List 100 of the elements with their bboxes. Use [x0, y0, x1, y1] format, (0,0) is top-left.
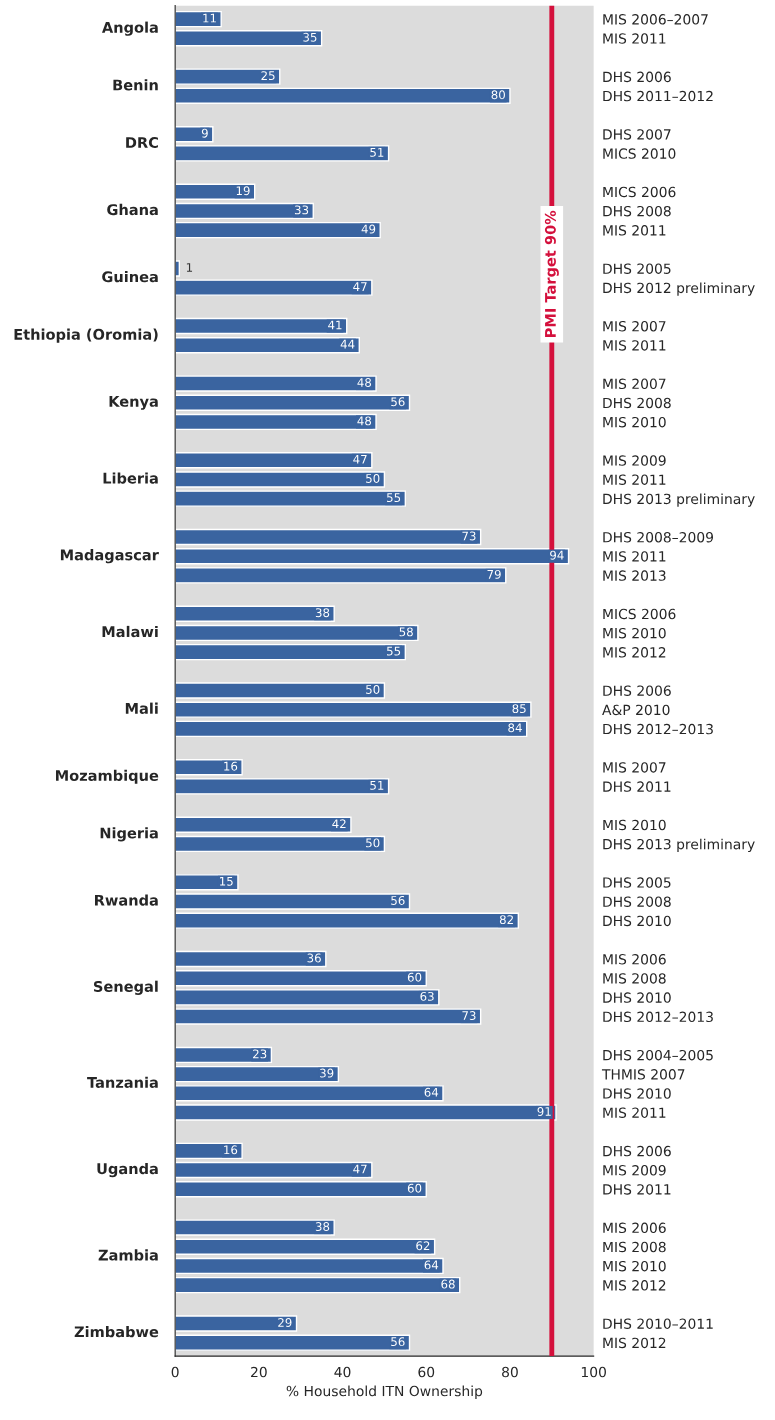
y-tick-label: MIS 2006–2007 — [603, 14, 708, 25]
x-axis-title: % Household ITN Ownership — [286, 1385, 483, 1399]
bar — [175, 528, 482, 546]
y-tick-label: MIS 2011 — [603, 225, 666, 236]
y-tick-label: MIS 2010 — [603, 1260, 666, 1272]
y-tick-label: DHS 2006 — [603, 685, 671, 696]
bar — [175, 1219, 335, 1236]
data-label: 50 — [366, 473, 380, 483]
bar — [175, 643, 407, 661]
data-label: 16 — [224, 761, 238, 771]
y-tick-label: MICS 2006 — [603, 186, 676, 198]
y-tick-label: MIS 2012 — [603, 1337, 666, 1349]
y-tick-label: MIS 2009 — [603, 1165, 666, 1176]
bar — [175, 970, 427, 987]
data-label: 85 — [512, 704, 526, 714]
y-tick-label: DHS 2011 — [603, 1184, 671, 1195]
data-label: 35 — [303, 32, 317, 42]
data-label: 82 — [499, 915, 513, 925]
data-label: 9 — [201, 128, 208, 138]
bar — [175, 893, 411, 910]
x-tick-label: 40 — [334, 1366, 351, 1378]
y-tick-label: DHS 2008 — [603, 205, 671, 217]
text: Guinea — [102, 271, 158, 283]
data-label: 79 — [487, 569, 501, 579]
y-tick-label: MIS 2006 — [603, 1222, 666, 1234]
bar — [175, 30, 323, 47]
data-label: 94 — [550, 550, 564, 560]
data-label: 50 — [366, 684, 380, 694]
data-label: 41 — [328, 320, 342, 330]
data-label: 64 — [424, 1260, 439, 1270]
bar — [175, 1085, 444, 1102]
bar — [175, 471, 386, 488]
y-tick-label: MIS 2012 — [603, 1280, 666, 1291]
y-tick-label: MIS 2007 — [603, 378, 666, 390]
data-label: 33 — [294, 205, 309, 215]
bar — [175, 1238, 436, 1255]
y-tick-label: MIS 2011 — [603, 1107, 666, 1118]
y-tick-label: DHS 2008 — [603, 896, 671, 907]
y-tick-label: DHS 2008 — [603, 397, 671, 409]
x-tick-label: 100 — [581, 1366, 606, 1378]
bar — [175, 1315, 298, 1332]
y-tick-label: MIS 2011 — [603, 33, 666, 44]
bar — [175, 413, 377, 431]
data-label: 60 — [407, 1183, 422, 1193]
data-label: 19 — [236, 186, 250, 196]
bar — [175, 221, 381, 239]
y-tick-label: MIS 2010 — [603, 627, 666, 639]
y-tick-label: MIS 2007 — [603, 320, 666, 332]
x-tick-label: 60 — [418, 1366, 435, 1378]
y-tick-label: MIS 2011 — [603, 551, 666, 562]
data-label: 56 — [391, 397, 405, 407]
x-tick-label: 20 — [251, 1366, 267, 1378]
y-tick-label: MIS 2012 — [603, 647, 666, 658]
data-label: 48 — [357, 378, 372, 387]
y-tick-label: DHS 2006 — [603, 71, 671, 83]
data-label: 68 — [441, 1279, 455, 1289]
text: Madagascar — [60, 549, 159, 564]
text: Uganda — [97, 1162, 158, 1178]
bar — [175, 279, 373, 296]
y-tick-label: THMIS 2007 — [601, 1069, 685, 1080]
data-label: 36 — [307, 953, 321, 963]
y-tick-label: DHS 2013 preliminary — [603, 838, 755, 853]
bar — [175, 1161, 373, 1179]
bar — [175, 1334, 411, 1351]
data-label: 25 — [261, 71, 275, 81]
x-tick-label: 0 — [171, 1366, 179, 1378]
bar — [175, 605, 335, 622]
y-tick-label: MIS 2011 — [603, 474, 666, 485]
y-tick-label: DHS 2010 — [603, 992, 671, 1003]
text: Ghana — [107, 203, 158, 216]
data-label: 44 — [340, 339, 355, 349]
data-label: 80 — [491, 90, 505, 100]
y-tick-label: DHS 2004–2005 — [603, 1049, 713, 1061]
bar — [175, 1257, 444, 1275]
bar — [175, 1104, 557, 1121]
y-tick-label: DHS 2013 preliminary — [603, 493, 755, 507]
data-label: 47 — [353, 454, 367, 464]
bar — [175, 1181, 427, 1198]
y-tick-label: MIS 2013 — [603, 570, 666, 581]
bar — [175, 720, 528, 738]
data-label: 51 — [370, 148, 384, 157]
y-tick-label: MIS 2010 — [603, 416, 666, 428]
bar — [175, 375, 377, 392]
data-label: 11 — [203, 13, 216, 23]
ref-line-label: PMI Target 90% — [544, 210, 559, 337]
y-tick-label: DHS 2007 — [603, 129, 671, 140]
data-label: 84 — [508, 723, 522, 733]
bar — [175, 835, 386, 853]
data-label: 51 — [370, 781, 384, 790]
text: Zimbabwe — [74, 1326, 159, 1338]
data-label: 49 — [361, 224, 376, 234]
bar — [175, 567, 507, 584]
data-label: 42 — [332, 819, 346, 829]
y-tick-label: DHS 2012 preliminary — [603, 282, 755, 296]
data-label: 15 — [220, 876, 233, 886]
data-label: 60 — [407, 972, 422, 982]
data-label: 16 — [224, 1145, 238, 1155]
data-label: 50 — [366, 838, 380, 848]
text: Nigeria — [100, 827, 158, 842]
bar — [175, 68, 281, 85]
